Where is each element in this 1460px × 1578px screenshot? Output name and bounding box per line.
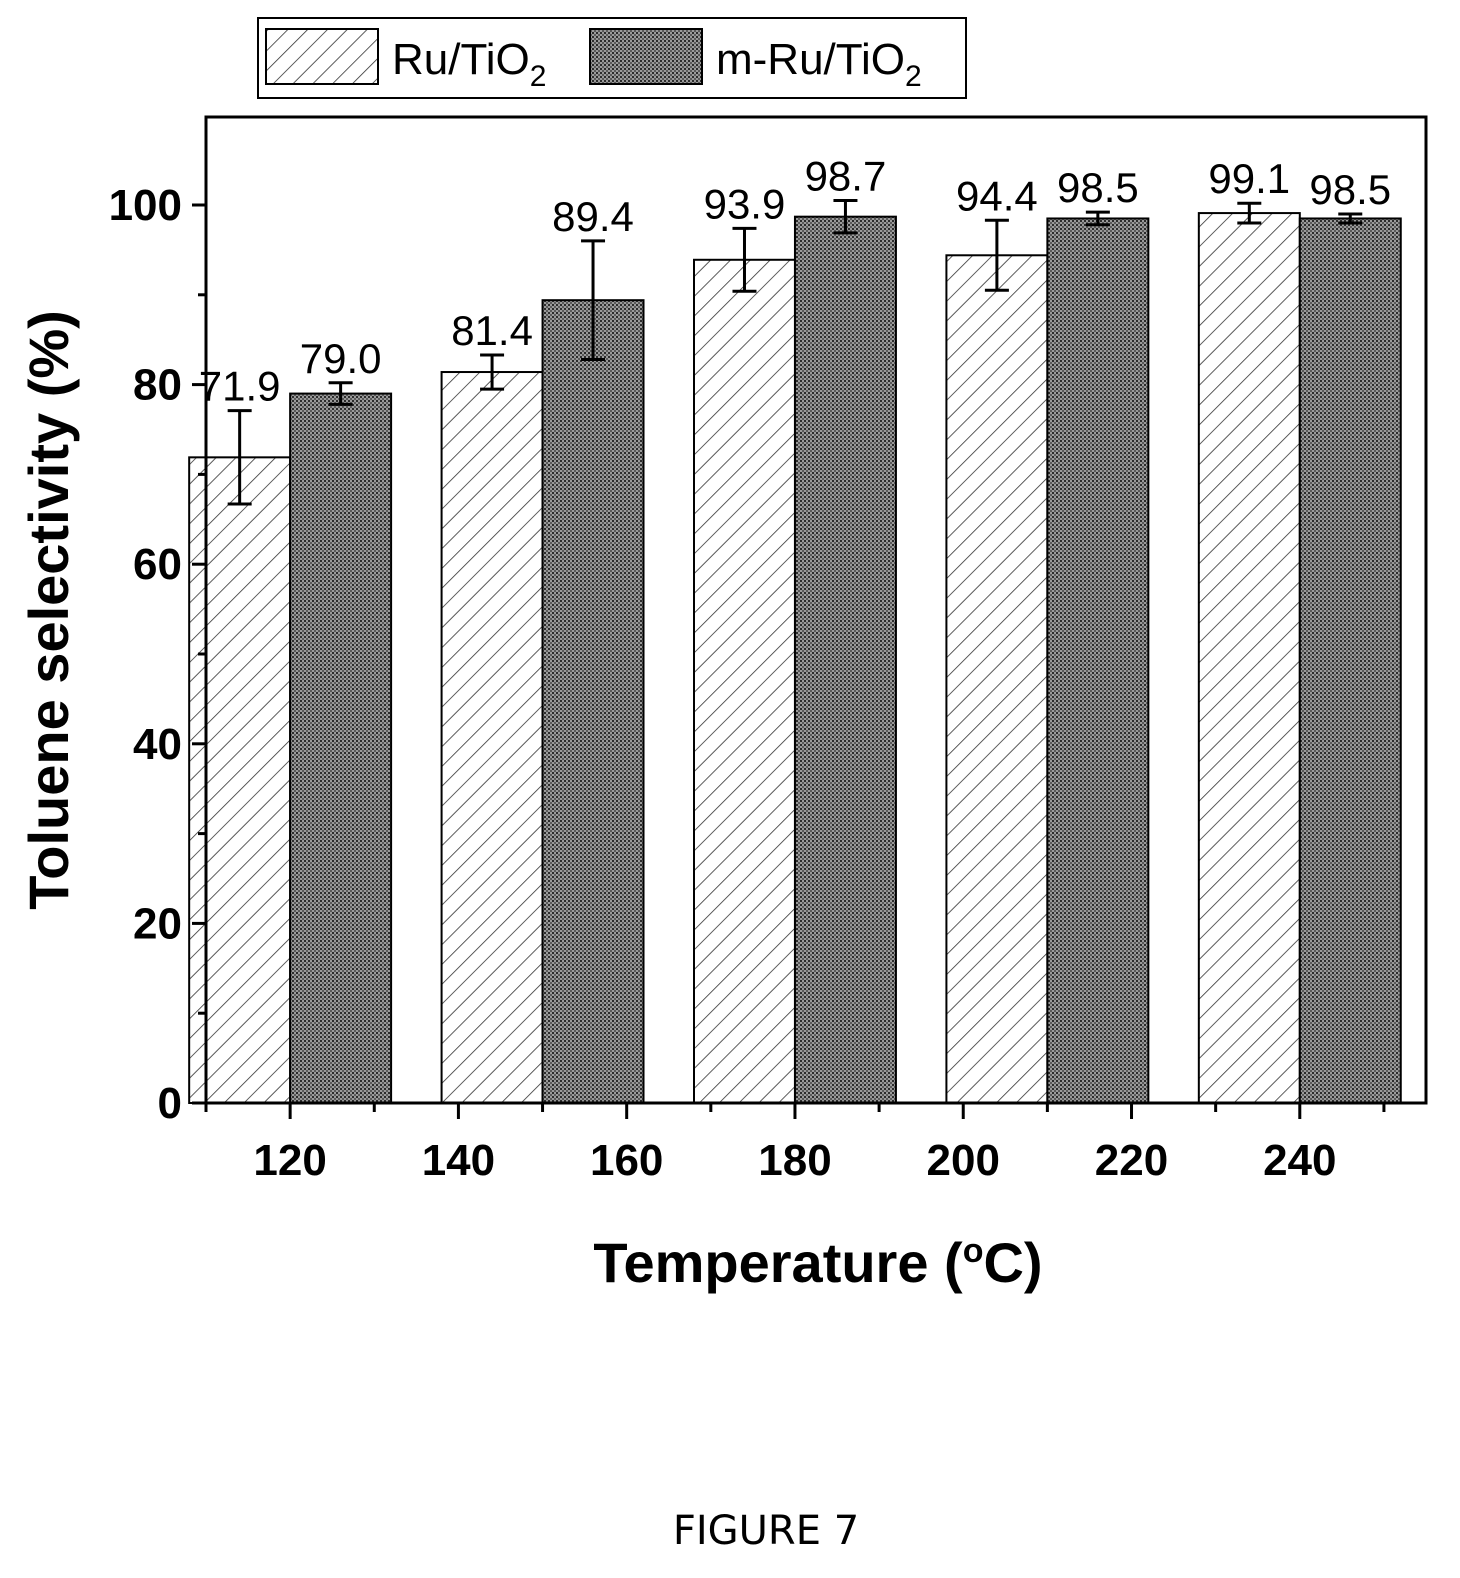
- data-label-series1-2: 81.4: [451, 307, 533, 354]
- data-label-series2-1: 79.0: [300, 335, 382, 382]
- x-tick-label-140: 140: [422, 1136, 495, 1185]
- x-tick-label-120: 120: [253, 1136, 326, 1185]
- data-label-series1-3: 93.9: [704, 180, 786, 227]
- x-tick-label-200: 200: [927, 1136, 1000, 1185]
- bar-series2-2: [541, 299, 645, 1104]
- legend: Ru/TiO2 m-Ru/TiO2: [257, 17, 967, 99]
- data-label-series1-4: 94.4: [956, 172, 1038, 219]
- data-label-series2-5: 98.5: [1309, 166, 1391, 213]
- y-axis-title: Toluene selectivity (%): [17, 310, 80, 910]
- data-label-series2-4: 98.5: [1057, 164, 1139, 211]
- y-tick-label-100: 100: [109, 181, 182, 230]
- x-axis: 120 140 160 180 200 220 240: [204, 1103, 1386, 1185]
- data-label-series2-3: 98.7: [805, 153, 887, 200]
- y-tick-label-0: 0: [158, 1079, 182, 1128]
- bar-series2-3: [793, 215, 897, 1104]
- bar-series2-4: [1046, 217, 1150, 1105]
- y-tick-label-80: 80: [133, 361, 182, 410]
- data-label-series1-1: 71.9: [199, 363, 281, 410]
- error-bars-layer: [227, 199, 1363, 506]
- y-tick-label-60: 60: [133, 540, 182, 589]
- x-tick-label-160: 160: [590, 1136, 663, 1185]
- bar-series2-5: [1298, 217, 1402, 1105]
- legend-label-m-ru-tio2: m-Ru/TiO2: [716, 35, 922, 93]
- y-axis: 0 20 40 60 80 100: [109, 181, 206, 1128]
- data-label-series2-2: 89.4: [552, 193, 634, 240]
- bar-series1-2: [440, 371, 544, 1104]
- legend-swatch-ru-tio2: [265, 28, 379, 85]
- bar-series1-1: [188, 456, 292, 1104]
- bar-series1-5: [1197, 212, 1301, 1105]
- x-tick-label-240: 240: [1263, 1136, 1336, 1185]
- data-label-series1-5: 99.1: [1208, 155, 1290, 202]
- plot-frame: [204, 115, 1428, 1105]
- x-axis-title: Temperature (oC): [593, 1231, 1042, 1294]
- figure-caption: FIGURE 7: [673, 1508, 859, 1554]
- x-tick-label-180: 180: [758, 1136, 831, 1185]
- data-labels-layer: 71.9 81.4 93.9 94.4 99.1 79.0 89.4 98.7 98.5 98.5: [199, 153, 1391, 410]
- x-tick-label-220: 220: [1095, 1136, 1168, 1185]
- bar-series2-1: [289, 392, 393, 1104]
- y-tick-label-40: 40: [133, 720, 182, 769]
- y-tick-label-20: 20: [133, 899, 182, 948]
- legend-label-ru-tio2: Ru/TiO2: [392, 35, 546, 93]
- bar-series1-3: [693, 258, 796, 1104]
- bar-series1-4: [945, 254, 1049, 1104]
- legend-swatch-m-ru-tio2: [589, 28, 703, 85]
